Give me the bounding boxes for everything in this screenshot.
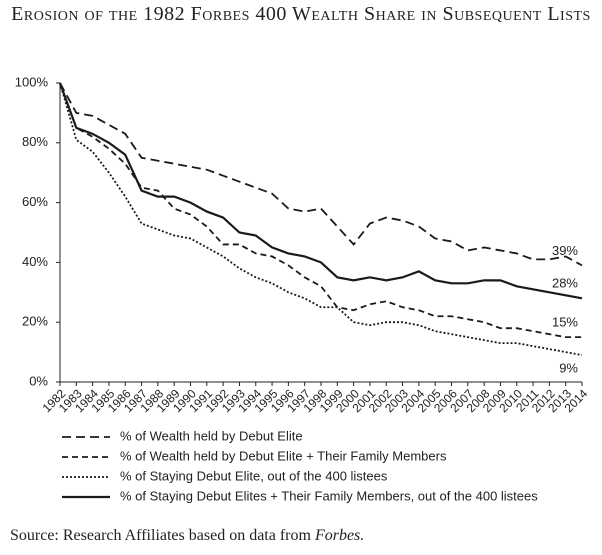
legend-label: % of Staying Debut Elite, out of the 400… — [120, 468, 388, 483]
y-tick-label: 80% — [22, 134, 48, 149]
value-label: 39% — [552, 243, 578, 258]
y-tick-label: 60% — [22, 194, 48, 209]
legend-label: % of Staying Debut Elites + Their Family… — [120, 488, 538, 503]
value-label: 28% — [552, 276, 578, 291]
series-line — [58, 82, 583, 300]
series-line — [59, 82, 583, 356]
source-text: Source: Research Affiliates based on dat… — [10, 527, 311, 544]
source-note: Source: Research Affiliates based on dat… — [10, 527, 364, 545]
series-line — [59, 82, 583, 267]
value-label: 15% — [552, 315, 578, 330]
source-emphasis: Forbes. — [314, 527, 365, 544]
y-tick-label: 100% — [15, 74, 49, 89]
legend-label: % of Wealth held by Debut Elite — [120, 428, 303, 443]
value-label: 9% — [559, 361, 578, 376]
legend-label: % of Wealth held by Debut Elite + Their … — [120, 448, 447, 463]
series-line — [59, 82, 582, 339]
y-tick-label: 0% — [29, 373, 48, 388]
y-tick-label: 20% — [22, 314, 48, 329]
y-tick-label: 40% — [22, 254, 48, 269]
chart-title: Erosion of the 1982 Forbes 400 Wealth Sh… — [11, 3, 591, 25]
